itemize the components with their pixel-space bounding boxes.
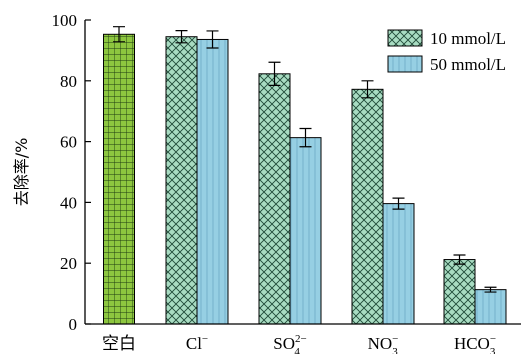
y-axis-label: 去除率/% (12, 138, 31, 207)
errorbar-series1-cat3 (361, 80, 374, 99)
errorbar-series2-cat3 (392, 197, 405, 210)
y-tick-label: 0 (69, 315, 78, 334)
legend-swatch-1 (387, 29, 423, 47)
errorbar-series2-cat1 (206, 30, 219, 49)
x-tick-label: NO− 3 (368, 333, 399, 354)
y-tick-label: 60 (60, 133, 77, 152)
errorbar-series1-cat4 (453, 254, 466, 265)
x-tick-label: 空白 (102, 334, 136, 353)
x-tick-label: SO2− 4 (273, 333, 306, 354)
errorbar-series2-cat2 (299, 127, 312, 148)
bar-series1-cat3 (351, 88, 384, 325)
errorbar-series1-cat1 (175, 30, 188, 44)
y-tick-label: 20 (60, 254, 77, 273)
legend-label-1: 10 mmol/L (430, 29, 506, 48)
y-tick-label: 40 (60, 193, 77, 212)
errorbar-series2-cat4 (484, 286, 497, 293)
bar-series1-cat1 (165, 36, 198, 325)
errorbar-series1-cat2 (268, 61, 281, 86)
y-tick-label: 80 (60, 72, 77, 91)
x-tick-label: Cl− (186, 333, 208, 353)
bar-series2-cat2 (289, 137, 322, 325)
bar-series2-cat1 (196, 38, 229, 325)
errorbar-blank (113, 26, 125, 43)
x-tick-label: HCO− 3 (454, 333, 496, 354)
legend-swatch-2 (387, 55, 423, 73)
legend-label-2: 50 mmol/L (430, 55, 506, 74)
y-tick-label: 100 (52, 11, 78, 30)
bar-series1-cat2 (258, 73, 291, 325)
bar-series2-cat4 (474, 289, 507, 325)
bar-series1-cat4 (443, 259, 476, 325)
bar-series2-cat3 (382, 203, 415, 325)
bar-blank (103, 33, 135, 325)
